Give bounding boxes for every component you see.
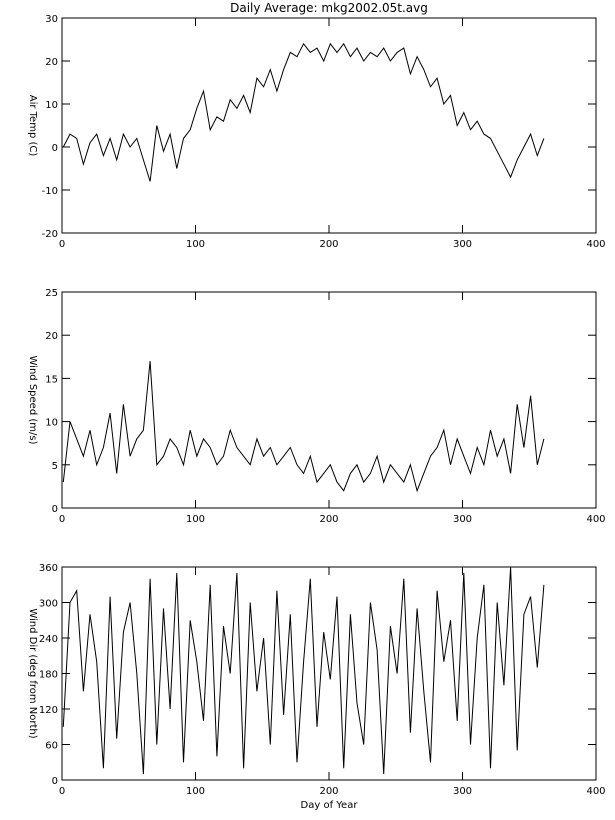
x-tick-label: 300 <box>453 514 472 525</box>
y-tick-label: 0 <box>52 776 58 787</box>
y-tick-label: 60 <box>45 741 58 752</box>
x-tick-label: 400 <box>586 786 605 797</box>
x-tick-label: 400 <box>586 239 605 250</box>
x-tick-label: 200 <box>319 786 338 797</box>
y-tick-label: 120 <box>39 705 58 716</box>
y-tick-label: 10 <box>45 100 58 111</box>
y-tick-label: 180 <box>39 670 58 681</box>
x-tick-label: 100 <box>186 239 205 250</box>
y-axis-label: Wind Speed (m/s) <box>27 356 38 445</box>
y-tick-label: 0 <box>52 143 58 154</box>
data-line <box>62 361 545 493</box>
y-tick-label: 5 <box>52 461 58 472</box>
plot-frame <box>61 291 597 509</box>
y-tick-label: 20 <box>45 331 58 342</box>
x-tick-label: 200 <box>319 514 338 525</box>
plot-frame <box>61 17 597 234</box>
y-tick-label: 20 <box>45 57 58 68</box>
x-axis-label: Day of Year <box>301 800 359 811</box>
y-tick-label: 240 <box>39 634 58 645</box>
x-tick-label: 300 <box>453 239 472 250</box>
y-tick-label: -10 <box>42 186 58 197</box>
data-line <box>62 42 545 182</box>
chart-title: Daily Average: mkg2002.05t.avg <box>230 1 428 15</box>
x-tick-label: 300 <box>453 786 472 797</box>
y-tick-label: 360 <box>39 563 58 574</box>
x-tick-label: 200 <box>319 239 338 250</box>
x-tick-label: 0 <box>59 239 65 250</box>
x-tick-label: 400 <box>586 514 605 525</box>
x-tick-label: 100 <box>186 786 205 797</box>
x-tick-label: 0 <box>59 786 65 797</box>
y-tick-label: 25 <box>45 288 58 299</box>
y-tick-label: 300 <box>39 599 58 610</box>
y-axis-label: Wind Dir (deg from North) <box>27 608 38 738</box>
y-tick-label: 10 <box>45 418 58 429</box>
x-tick-label: 100 <box>186 514 205 525</box>
y-axis-label: Air Temp (C) <box>27 95 38 157</box>
y-tick-label: 30 <box>45 14 58 25</box>
y-tick-label: 15 <box>45 374 58 385</box>
y-tick-label: -20 <box>42 229 58 240</box>
x-tick-label: 0 <box>59 514 65 525</box>
y-tick-label: 0 <box>52 504 58 515</box>
data-line <box>62 566 545 775</box>
